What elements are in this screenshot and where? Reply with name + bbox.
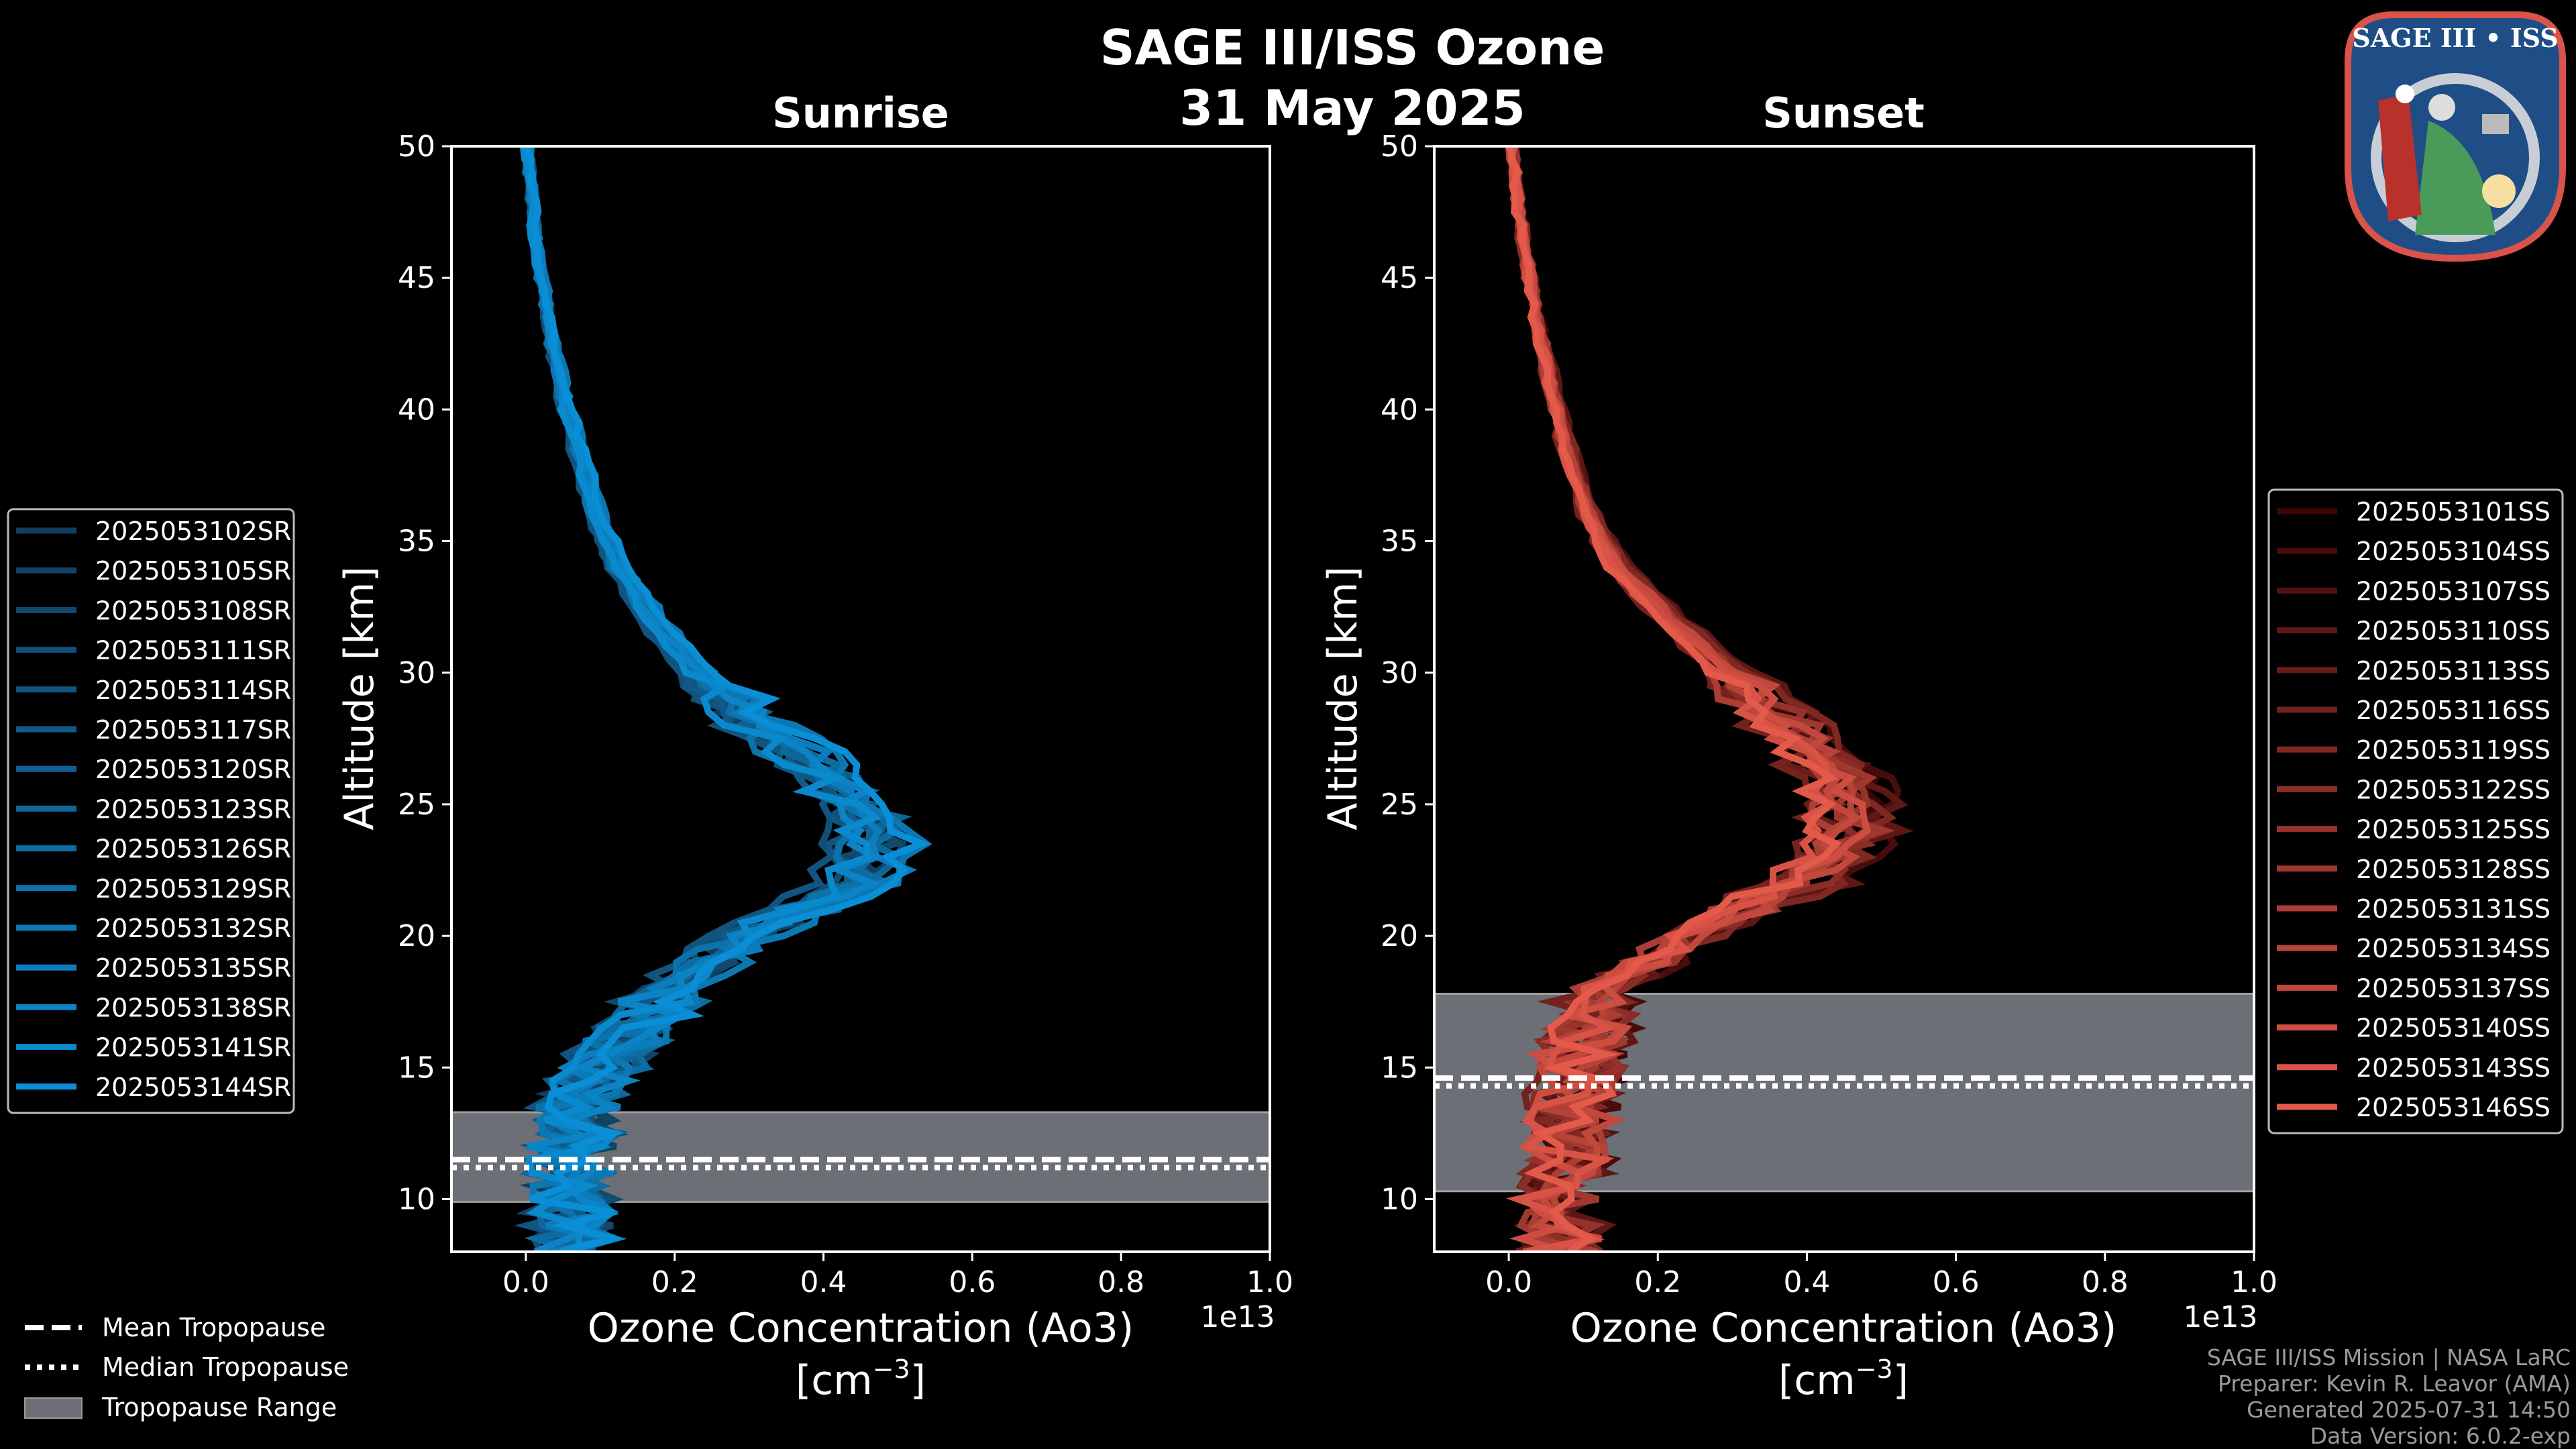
x-tick-label: 0.2	[1634, 1265, 1681, 1299]
footer-credits: SAGE III/ISS Mission | NASA LaRC Prepare…	[2207, 1344, 2571, 1449]
sunrise-xlabel: Ozone Concentration (Ao3)	[588, 1305, 1134, 1352]
plot-area	[451, 146, 1270, 1252]
figure-subtitle: 31 May 2025	[1179, 80, 1525, 136]
mean-tropopause-label: Mean Tropopause	[102, 1313, 325, 1342]
x-tick-label: 1.0	[1246, 1265, 1293, 1299]
sunset-title: Sunset	[1762, 89, 1925, 138]
legend-label: 2025053129SR	[95, 874, 291, 904]
y-tick-label: 50	[398, 129, 435, 164]
sunrise-ylabel: Altitude [km]	[336, 566, 383, 830]
legend-label: 2025053114SR	[95, 676, 291, 705]
axes-frame	[450, 145, 1271, 1253]
profile-line-2025053146SS	[1505, 146, 1842, 1252]
sunrise-title: Sunrise	[772, 89, 949, 138]
sunset-offset-label: 1e13	[2183, 1300, 2257, 1334]
y-tick-label: 10	[398, 1183, 435, 1217]
legend-label: 2025053120SR	[95, 755, 291, 784]
footer-line: SAGE III/ISS Mission | NASA LaRC	[2207, 1344, 2571, 1371]
legend-label: 2025053134SS	[2356, 934, 2551, 963]
x-tick-label: 0.8	[2082, 1265, 2129, 1299]
x-tick-label: 0.8	[1097, 1265, 1144, 1299]
tropopause-range-swatch	[24, 1397, 83, 1419]
legend-label: 2025053111SR	[95, 636, 291, 665]
profile-line-2025053144SR	[523, 146, 930, 1252]
legend-label: 2025053101SS	[2356, 497, 2551, 527]
sunset-ylabel: Altitude [km]	[1320, 566, 1366, 830]
x-tick-label: 0.6	[1933, 1265, 1980, 1299]
sage-iss-mission-logo: SAGE III • ISS	[2345, 11, 2566, 262]
profile-line-2025053138SR	[523, 146, 883, 1252]
x-tick-label: 0.6	[949, 1265, 996, 1299]
legend-label: 2025053123SR	[95, 794, 291, 824]
footer-line: Data Version: 6.0.2-exp	[2310, 1423, 2571, 1449]
sunset-xlabel-units: [cm−3]	[1778, 1354, 1909, 1404]
x-tick-label: 0.0	[1485, 1265, 1532, 1299]
y-tick-label: 40	[398, 392, 435, 427]
legend-label: 2025053108SR	[95, 596, 291, 625]
y-tick-label: 35	[398, 525, 435, 559]
y-tick-label: 15	[398, 1051, 435, 1085]
y-tick-label: 30	[398, 656, 435, 690]
tropopause-legend: Mean Tropopause Median Tropopause Tropop…	[24, 1313, 349, 1422]
y-tick-label: 45	[1381, 261, 1418, 295]
legend-label: 2025053144SR	[95, 1073, 291, 1102]
legend-label: 2025053125SS	[2356, 815, 2551, 845]
y-tick-label: 40	[1381, 392, 1418, 427]
footer-line: Preparer: Kevin R. Leavor (AMA)	[2218, 1371, 2571, 1397]
legend-label: 2025053126SR	[95, 835, 291, 864]
x-tick-label: 0.4	[1783, 1265, 1830, 1299]
footer-line: Generated 2025-07-31 14:50	[2247, 1397, 2571, 1423]
tropopause-range-label: Tropopause Range	[101, 1393, 337, 1422]
legend-label: 2025053113SS	[2356, 656, 2551, 686]
legend-label: 2025053135SR	[95, 953, 291, 983]
x-tick-label: 0.2	[651, 1265, 698, 1299]
sunrise-panel: Sunrise Ozone Concentration (Ao3) [cm−3]…	[7, 89, 1293, 1404]
series-legend-frame	[7, 508, 295, 1114]
y-tick-label: 25	[1381, 788, 1418, 822]
legend-label: 2025053128SS	[2356, 855, 2551, 884]
legend-label: 2025053107SS	[2356, 576, 2551, 606]
legend-label: 2025053131SS	[2356, 894, 2551, 924]
y-tick-label: 45	[398, 261, 435, 295]
legend-label: 2025053140SS	[2356, 1014, 2551, 1043]
y-tick-label: 10	[1381, 1183, 1418, 1217]
y-tick-label: 30	[1381, 656, 1418, 690]
legend-label: 2025053105SR	[95, 556, 291, 586]
sunset-panel: Sunset Ozone Concentration (Ao3) [cm−3] …	[1320, 89, 2564, 1404]
legend-label: 2025053110SS	[2356, 616, 2551, 646]
legend-label: 2025053116SS	[2356, 696, 2551, 725]
legend-label: 2025053104SS	[2356, 537, 2551, 566]
y-tick-label: 50	[1381, 129, 1418, 164]
y-tick-label: 20	[1381, 919, 1418, 953]
x-tick-label: 0.0	[502, 1265, 549, 1299]
y-tick-label: 20	[398, 919, 435, 953]
legend-label: 2025053122SS	[2356, 775, 2551, 804]
legend-label: 2025053143SS	[2356, 1053, 2551, 1083]
legend-label: 2025053119SS	[2356, 735, 2551, 765]
legend-label: 2025053117SR	[95, 715, 291, 745]
legend-label: 2025053137SS	[2356, 973, 2551, 1003]
plot-area	[1434, 146, 2254, 1252]
sunrise-offset-label: 1e13	[1200, 1300, 1275, 1334]
y-tick-label: 25	[398, 788, 435, 822]
x-tick-label: 0.4	[800, 1265, 847, 1299]
svg-text:SAGE III • ISS: SAGE III • ISS	[2352, 23, 2558, 53]
series-legend-frame	[2267, 488, 2564, 1134]
legend-label: 2025053132SR	[95, 914, 291, 943]
sunrise-xlabel-units: [cm−3]	[796, 1354, 926, 1404]
sunset-xlabel: Ozone Concentration (Ao3)	[1570, 1305, 2117, 1352]
x-tick-label: 1.0	[2231, 1265, 2277, 1299]
median-tropopause-label: Median Tropopause	[102, 1352, 349, 1382]
legend-label: 2025053141SR	[95, 1033, 291, 1063]
y-tick-label: 15	[1381, 1051, 1418, 1085]
legend-label: 2025053138SR	[95, 993, 291, 1022]
axes-frame	[1433, 145, 2255, 1253]
legend-label: 2025053146SS	[2356, 1093, 2551, 1122]
legend-label: 2025053102SR	[95, 517, 291, 546]
figure-title: SAGE III/ISS Ozone	[1100, 19, 1605, 76]
y-tick-label: 35	[1381, 525, 1418, 559]
